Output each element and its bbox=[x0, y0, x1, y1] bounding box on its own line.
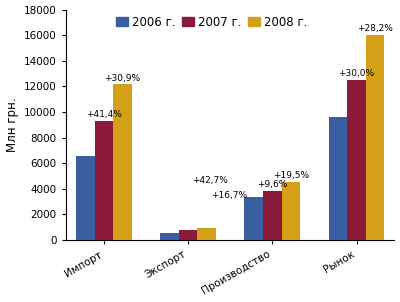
Bar bbox=[179, 230, 197, 240]
Bar bbox=[160, 233, 179, 240]
Bar bbox=[76, 156, 94, 240]
Text: +30,0%: +30,0% bbox=[338, 69, 374, 78]
Text: +28,2%: +28,2% bbox=[357, 24, 393, 33]
Text: +30,9%: +30,9% bbox=[104, 74, 140, 82]
Bar bbox=[282, 182, 300, 240]
Y-axis label: Млн грн.: Млн грн. bbox=[6, 98, 18, 152]
Bar bbox=[113, 85, 132, 240]
Legend: 2006 г., 2007 г., 2008 г.: 2006 г., 2007 г., 2008 г. bbox=[111, 11, 312, 33]
Bar bbox=[197, 228, 216, 240]
Bar bbox=[347, 80, 366, 240]
Bar bbox=[244, 197, 263, 240]
Bar bbox=[329, 117, 347, 240]
Text: +41,4%: +41,4% bbox=[86, 110, 122, 119]
Text: +19,5%: +19,5% bbox=[273, 171, 309, 180]
Bar bbox=[94, 121, 113, 240]
Text: +16,7%: +16,7% bbox=[211, 191, 247, 200]
Bar bbox=[366, 34, 384, 240]
Bar bbox=[263, 191, 282, 240]
Text: +42,7%: +42,7% bbox=[192, 176, 228, 185]
Text: +9,6%: +9,6% bbox=[257, 181, 288, 189]
